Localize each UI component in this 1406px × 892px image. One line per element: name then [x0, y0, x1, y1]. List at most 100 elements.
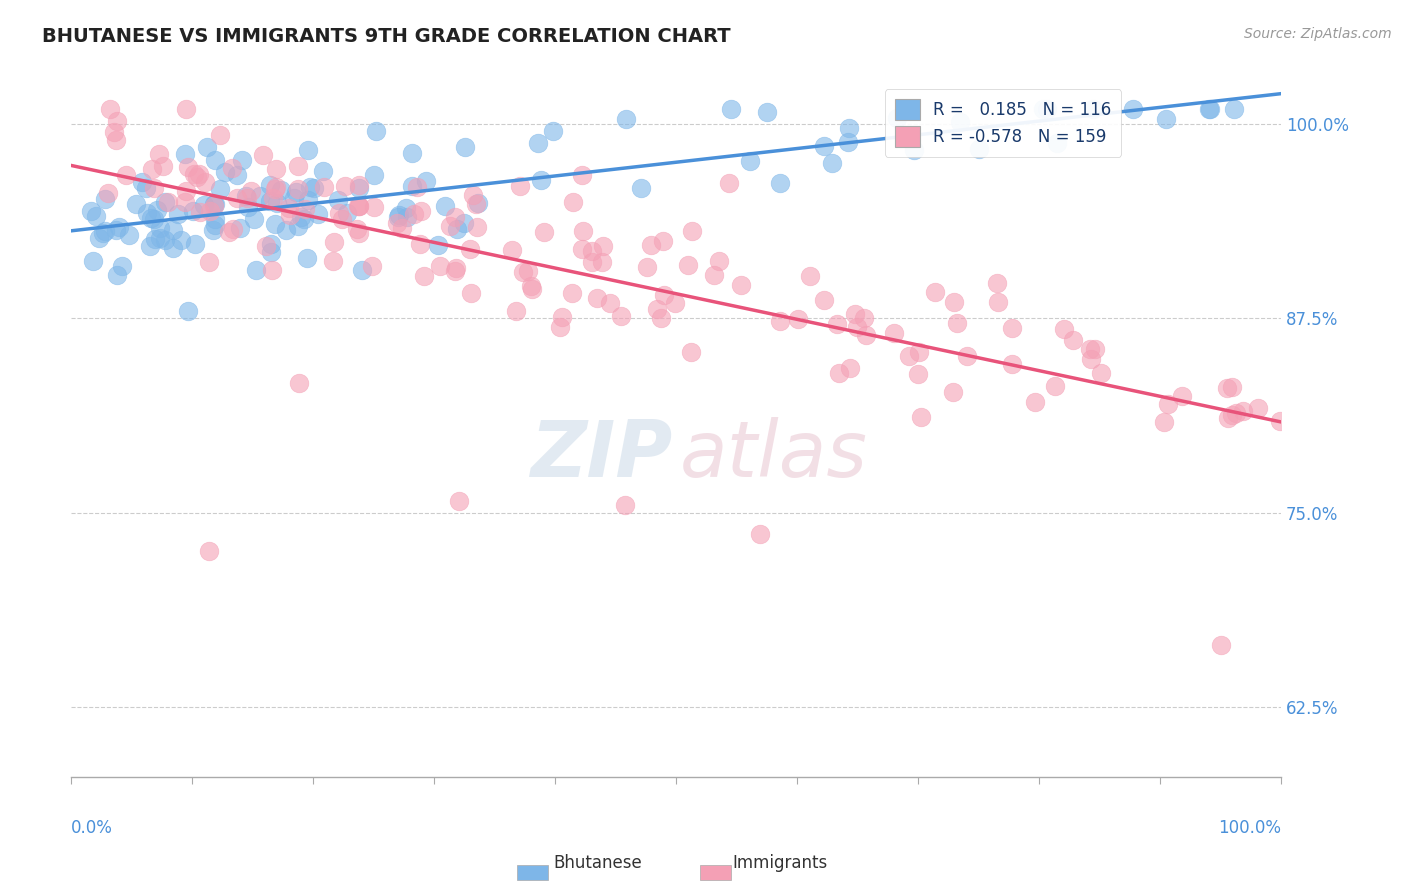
- Point: [166, 207, 188, 221]
- Point: [235, 189, 257, 203]
- Point: [1001, 357, 1024, 371]
- Text: BHUTANESE VS IMMIGRANTS 9TH GRADE CORRELATION CHART: BHUTANESE VS IMMIGRANTS 9TH GRADE CORREL…: [42, 27, 731, 45]
- Point: [413, 268, 436, 283]
- Point: [82, 253, 104, 268]
- Point: [208, 128, 231, 143]
- Point: [467, 195, 489, 210]
- Point: [838, 121, 860, 136]
- Point: [214, 164, 236, 178]
- Point: [86, 209, 108, 223]
- Point: [259, 178, 281, 193]
- Point: [142, 212, 165, 227]
- Point: [139, 211, 162, 226]
- Point: [799, 269, 821, 284]
- Point: [173, 195, 195, 210]
- Point: [942, 385, 965, 400]
- Point: [541, 124, 564, 138]
- Point: [347, 199, 370, 213]
- Point: [91, 226, 114, 240]
- Point: [174, 147, 197, 161]
- Point: [312, 164, 335, 178]
- Point: [387, 211, 409, 225]
- Point: [898, 349, 921, 363]
- Point: [131, 175, 153, 189]
- Point: [402, 207, 425, 221]
- Point: [1156, 397, 1178, 411]
- Point: [391, 221, 413, 235]
- Point: [465, 219, 488, 234]
- Point: [245, 262, 267, 277]
- Point: [162, 223, 184, 237]
- Point: [80, 203, 103, 218]
- Point: [652, 288, 675, 302]
- Point: [197, 140, 219, 154]
- Point: [640, 238, 662, 252]
- Point: [907, 367, 929, 381]
- Point: [260, 236, 283, 251]
- Point: [956, 349, 979, 363]
- Point: [530, 173, 553, 187]
- Point: [252, 148, 274, 162]
- Point: [288, 376, 311, 390]
- Point: [614, 498, 637, 512]
- Point: [385, 216, 408, 230]
- Point: [460, 242, 482, 256]
- Point: [254, 238, 277, 252]
- Point: [204, 212, 226, 227]
- Point: [259, 194, 281, 208]
- Point: [352, 263, 374, 277]
- Point: [135, 181, 157, 195]
- Point: [103, 125, 125, 139]
- Point: [146, 202, 169, 217]
- Point: [104, 223, 127, 237]
- Point: [243, 211, 266, 226]
- Point: [1222, 408, 1244, 422]
- Point: [363, 168, 385, 182]
- Point: [231, 153, 253, 168]
- Point: [283, 191, 305, 205]
- Point: [703, 268, 725, 282]
- Point: [138, 239, 160, 253]
- Point: [1199, 102, 1222, 116]
- Point: [297, 252, 319, 266]
- Point: [527, 136, 550, 150]
- Point: [97, 186, 120, 200]
- Point: [278, 208, 301, 222]
- Point: [336, 206, 359, 220]
- Point: [846, 319, 869, 334]
- Point: [883, 326, 905, 341]
- Point: [738, 153, 761, 168]
- Point: [681, 224, 703, 238]
- Point: [572, 224, 595, 238]
- Point: [664, 295, 686, 310]
- Point: [855, 328, 877, 343]
- Point: [756, 105, 779, 120]
- Point: [910, 409, 932, 424]
- Point: [1225, 406, 1247, 420]
- Point: [107, 219, 129, 234]
- Point: [148, 231, 170, 245]
- Point: [769, 176, 792, 190]
- Text: ZIP: ZIP: [530, 417, 672, 493]
- Point: [406, 180, 429, 194]
- Point: [183, 167, 205, 181]
- Point: [516, 264, 538, 278]
- Point: [264, 217, 287, 231]
- Point: [287, 219, 309, 233]
- Point: [505, 303, 527, 318]
- Point: [1090, 366, 1112, 380]
- Point: [454, 140, 477, 154]
- Point: [187, 167, 209, 181]
- Point: [461, 187, 484, 202]
- Point: [512, 264, 534, 278]
- Point: [853, 311, 876, 326]
- Point: [388, 208, 411, 222]
- Point: [748, 527, 770, 541]
- Point: [330, 212, 353, 227]
- Point: [264, 180, 287, 194]
- Point: [194, 175, 217, 189]
- Text: atlas: atlas: [679, 417, 868, 493]
- Point: [571, 242, 593, 256]
- Point: [561, 285, 583, 300]
- Point: [361, 259, 384, 273]
